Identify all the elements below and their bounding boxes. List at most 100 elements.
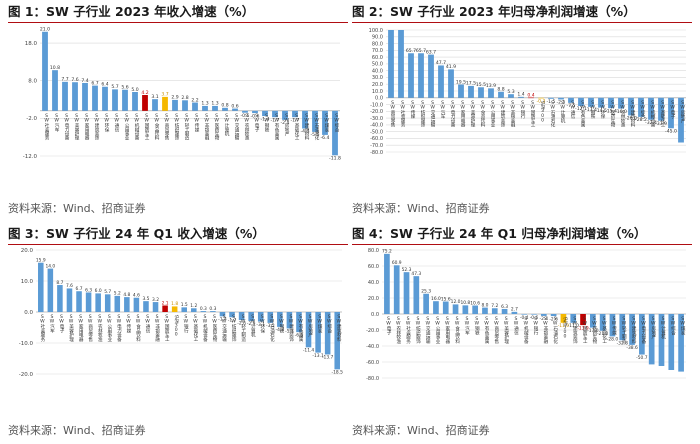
category-label: SW环保 bbox=[259, 314, 265, 334]
data-label: -1.7 bbox=[291, 117, 300, 123]
category-label: SW商贸零售 bbox=[493, 316, 499, 345]
y-tick-label: 40.0 bbox=[368, 280, 379, 286]
y-tick-label: -10.0 bbox=[370, 102, 383, 108]
data-label: -5.6 bbox=[311, 132, 320, 138]
data-label: 0.6 bbox=[231, 103, 238, 109]
data-label: 4.8 bbox=[123, 292, 130, 298]
bar bbox=[398, 30, 404, 98]
category-label: SW环保 bbox=[599, 100, 605, 120]
bar bbox=[452, 304, 459, 314]
y-tick-label: -20.0 bbox=[19, 372, 34, 378]
bar bbox=[312, 110, 318, 132]
y-tick-label: -40.0 bbox=[370, 123, 383, 129]
data-label: 1.2 bbox=[190, 303, 197, 309]
data-label: 5.7 bbox=[104, 289, 111, 295]
title-divider bbox=[8, 244, 348, 245]
bar bbox=[315, 312, 321, 353]
y-tick-label: 20.0 bbox=[368, 296, 379, 302]
bar bbox=[540, 314, 547, 316]
category-label: SW综合 bbox=[670, 316, 676, 336]
bar bbox=[248, 312, 254, 321]
category-label: SW电力设备 bbox=[116, 314, 122, 343]
data-label: 3.7 bbox=[161, 92, 168, 98]
bar bbox=[277, 312, 283, 327]
panel-revenue-24q1: 图 3：SW 子行业 24 年 Q1 收入增速（%） -20.0 -10.0 0.0… bbox=[8, 224, 348, 442]
bar bbox=[252, 110, 258, 114]
category-label: SW机械设备 bbox=[649, 100, 655, 129]
data-label: -13.9 bbox=[577, 325, 589, 331]
y-tick-label: -10.0 bbox=[19, 341, 34, 347]
y-tick-label: 18.0 bbox=[25, 41, 38, 47]
data-label: 0.3 bbox=[200, 306, 207, 312]
bar bbox=[668, 97, 674, 129]
category-label: SW社会服务 bbox=[399, 100, 405, 129]
bar bbox=[47, 268, 54, 312]
data-label: 19.5 bbox=[456, 79, 466, 85]
bar bbox=[518, 96, 524, 98]
category-label: SW农林牧渔 bbox=[97, 314, 103, 343]
data-label: -2.5 bbox=[557, 100, 566, 106]
data-label: -1.4 bbox=[261, 116, 270, 122]
data-label: 6.3 bbox=[85, 287, 92, 293]
data-label: 0.4 bbox=[527, 92, 534, 98]
y-tick-label: 50.0 bbox=[372, 62, 383, 68]
y-tick-label: 100.0 bbox=[369, 28, 383, 34]
data-label: 8.8 bbox=[497, 87, 504, 93]
category-label: SW社会服务 bbox=[39, 314, 45, 343]
y-tick-label: 60.0 bbox=[372, 55, 383, 61]
category-label: SW电力设备 bbox=[640, 316, 646, 345]
data-label: 17.5 bbox=[466, 81, 476, 87]
bar bbox=[478, 87, 484, 98]
data-label: -2.4 bbox=[281, 120, 290, 126]
data-label: -28.2 bbox=[635, 117, 647, 123]
category-label: SW社会服务 bbox=[43, 113, 49, 142]
category-label: SW公用事业 bbox=[434, 316, 440, 344]
category-label: SW银行 bbox=[183, 314, 189, 334]
data-label: 5.0 bbox=[131, 87, 138, 93]
bar bbox=[112, 89, 118, 111]
y-tick-label: -20.0 bbox=[366, 328, 379, 334]
bar bbox=[580, 314, 586, 326]
category-label: SW有色金属 bbox=[297, 314, 303, 343]
bar bbox=[560, 314, 567, 323]
data-label: -15.4 bbox=[605, 108, 617, 114]
bar bbox=[322, 110, 328, 135]
category-label: SW食品饮料 bbox=[153, 113, 159, 142]
bar bbox=[618, 97, 624, 109]
data-label: -5.3 bbox=[285, 329, 294, 335]
bar bbox=[66, 288, 73, 312]
category-label: SW汽车 bbox=[464, 316, 470, 336]
title-divider bbox=[8, 22, 348, 23]
bar bbox=[458, 84, 464, 98]
source-note: 资料来源：Wind、招商证券 bbox=[8, 202, 146, 215]
bar bbox=[182, 100, 188, 111]
bar bbox=[528, 97, 534, 99]
data-label: -50.7 bbox=[636, 355, 648, 361]
data-label: 21.0 bbox=[40, 27, 50, 33]
category-label: SW有色金属 bbox=[273, 113, 279, 142]
bar bbox=[162, 305, 168, 312]
category-label: SW综合 bbox=[639, 100, 645, 120]
category-label: SW医药生物 bbox=[591, 316, 597, 345]
category-label: SW家用电器 bbox=[77, 314, 83, 343]
category-label: SW传媒 bbox=[611, 316, 617, 336]
data-label: 25.3 bbox=[421, 289, 431, 295]
category-label: SW钢铁 bbox=[589, 100, 595, 120]
category-label: SW钢铁 bbox=[474, 316, 480, 336]
category-label: SW煤炭 bbox=[316, 314, 322, 334]
category-label: SW基础化工 bbox=[293, 113, 299, 141]
category-label: SW交通运输 bbox=[425, 316, 431, 345]
data-label: -3.1 bbox=[256, 322, 265, 328]
bar bbox=[181, 307, 187, 312]
y-tick-label: 80.0 bbox=[368, 248, 379, 254]
bar bbox=[142, 95, 148, 111]
data-label: 15.9 bbox=[36, 258, 46, 264]
bar bbox=[531, 314, 537, 315]
y-tick-label: -70.0 bbox=[370, 143, 383, 149]
bar bbox=[393, 265, 400, 314]
category-label: SW非银金融 bbox=[509, 100, 515, 129]
bar bbox=[257, 312, 264, 322]
bar bbox=[57, 285, 63, 312]
data-label: 63.7 bbox=[426, 49, 436, 55]
bar bbox=[668, 314, 675, 370]
